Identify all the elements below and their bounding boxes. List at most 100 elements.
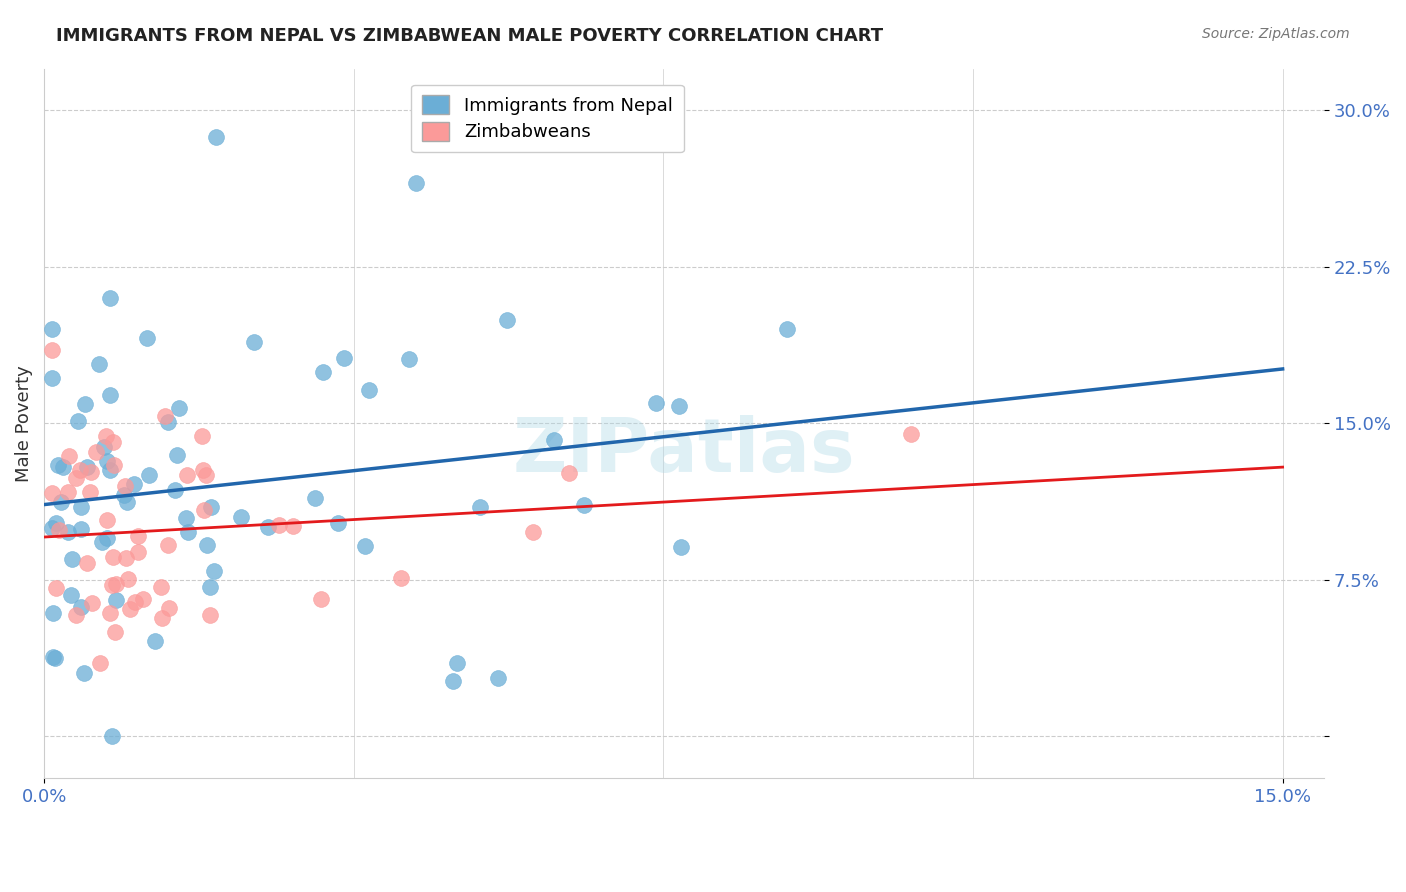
- Point: [103, 458, 125, 473]
- Point: [496, 313, 519, 327]
- Point: [115, 494, 138, 508]
- Legend: Immigrants from Nepal, Zimbabweans: Immigrants from Nepal, Zimbabweans: [412, 85, 683, 153]
- Point: [60, 552, 83, 566]
- Point: [42, 649, 65, 664]
- Point: [101, 550, 124, 565]
- Point: [543, 434, 565, 448]
- Point: [98, 291, 121, 305]
- Point: [468, 500, 491, 514]
- Point: [446, 656, 468, 670]
- Point: [101, 578, 124, 592]
- Text: R = 0.027   N = 50: R = 0.027 N = 50: [434, 136, 605, 153]
- Point: [101, 729, 124, 743]
- Point: [41, 343, 63, 358]
- Point: [90, 535, 112, 549]
- Point: [41, 520, 63, 534]
- Point: [194, 468, 217, 483]
- Point: [87, 358, 110, 372]
- Point: [58, 450, 80, 464]
- Point: [73, 666, 96, 681]
- Point: [357, 383, 380, 397]
- Point: [311, 592, 333, 607]
- Point: [135, 331, 157, 345]
- Point: [165, 483, 187, 497]
- Text: Source: ZipAtlas.com: Source: ZipAtlas.com: [1202, 27, 1350, 41]
- Text: IMMIGRANTS FROM NEPAL VS ZIMBABWEAN MALE POVERTY CORRELATION CHART: IMMIGRANTS FROM NEPAL VS ZIMBABWEAN MALE…: [56, 27, 883, 45]
- Point: [67, 414, 90, 428]
- Point: [312, 365, 335, 379]
- Point: [82, 596, 104, 610]
- Point: [120, 602, 142, 616]
- Point: [353, 539, 375, 553]
- Point: [668, 399, 690, 413]
- Point: [558, 466, 581, 480]
- Point: [132, 591, 155, 606]
- Point: [200, 500, 222, 515]
- Point: [79, 484, 101, 499]
- Point: [304, 491, 326, 506]
- Point: [645, 395, 668, 409]
- Point: [193, 503, 215, 517]
- Point: [328, 516, 350, 530]
- Point: [103, 625, 125, 640]
- Point: [46, 458, 69, 472]
- Point: [391, 571, 413, 585]
- Point: [155, 409, 177, 423]
- Point: [49, 495, 72, 509]
- Point: [80, 465, 103, 479]
- Point: [127, 545, 149, 559]
- Point: [52, 460, 75, 475]
- Point: [150, 610, 173, 624]
- Point: [176, 468, 198, 483]
- Point: [96, 531, 118, 545]
- Y-axis label: Male Poverty: Male Poverty: [15, 365, 32, 482]
- Point: [98, 388, 121, 402]
- Point: [96, 454, 118, 468]
- Point: [127, 529, 149, 543]
- Point: [124, 595, 146, 609]
- Point: [231, 510, 253, 524]
- Point: [96, 513, 118, 527]
- Text: ZIPatlas: ZIPatlas: [513, 415, 855, 488]
- Point: [156, 538, 179, 552]
- Point: [45, 582, 67, 596]
- Point: [104, 576, 127, 591]
- Point: [198, 607, 221, 622]
- Point: [41, 322, 63, 336]
- Point: [195, 538, 218, 552]
- Point: [202, 564, 225, 578]
- Point: [398, 352, 420, 367]
- Point: [69, 463, 91, 477]
- Point: [98, 462, 121, 476]
- Point: [89, 656, 111, 670]
- Point: [205, 129, 228, 144]
- Point: [157, 601, 180, 615]
- Point: [143, 634, 166, 648]
- Point: [198, 580, 221, 594]
- Point: [242, 335, 264, 350]
- Point: [574, 498, 596, 512]
- Point: [41, 486, 63, 500]
- Point: [112, 488, 135, 502]
- Point: [56, 524, 79, 539]
- Point: [267, 517, 290, 532]
- Point: [150, 580, 173, 594]
- Point: [76, 460, 98, 475]
- Point: [104, 592, 127, 607]
- Point: [41, 371, 63, 385]
- Point: [405, 176, 427, 190]
- Point: [69, 599, 91, 614]
- Point: [283, 518, 305, 533]
- Point: [114, 479, 136, 493]
- Point: [94, 429, 117, 443]
- Point: [191, 462, 214, 476]
- Point: [177, 524, 200, 539]
- Point: [44, 651, 66, 665]
- Point: [73, 397, 96, 411]
- Point: [70, 522, 93, 536]
- Point: [441, 674, 464, 689]
- Point: [256, 520, 278, 534]
- Point: [174, 510, 197, 524]
- Point: [900, 426, 922, 441]
- Point: [157, 415, 180, 429]
